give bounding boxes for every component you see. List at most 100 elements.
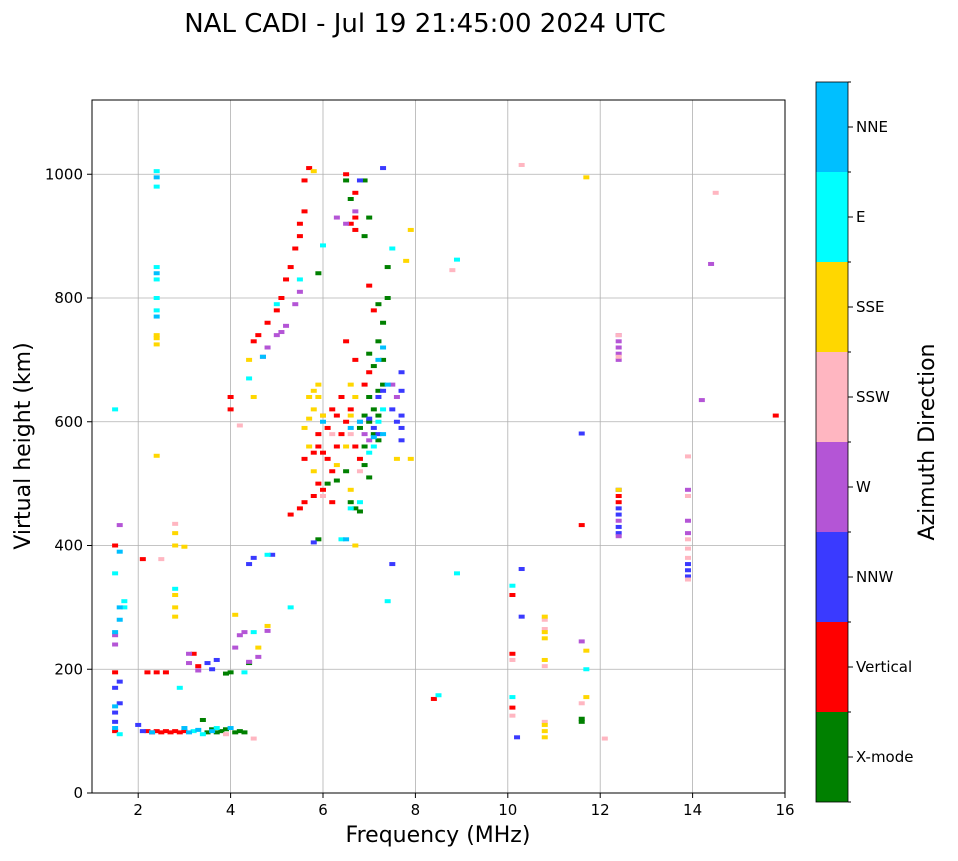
data-point: [375, 357, 382, 362]
data-point: [255, 333, 262, 338]
data-point: [176, 685, 183, 690]
data-point: [306, 444, 313, 449]
data-point: [370, 444, 377, 449]
data-point: [278, 296, 285, 300]
data-point: [320, 243, 326, 248]
data-point: [204, 730, 211, 735]
data-point: [509, 695, 516, 700]
data-point: [250, 555, 257, 560]
data-point: [116, 605, 123, 610]
data-point: [347, 382, 354, 387]
data-point: [356, 178, 363, 183]
data-point: [347, 506, 354, 511]
data-point: [190, 729, 197, 734]
data-point: [583, 695, 590, 700]
data-point: [329, 432, 336, 437]
data-point: [615, 512, 622, 517]
data-point: [222, 727, 229, 732]
data-point: [324, 481, 331, 486]
data-point: [361, 234, 368, 239]
data-point: [347, 487, 354, 492]
data-point: [615, 506, 622, 511]
data-point: [615, 494, 622, 498]
data-point: [684, 577, 691, 582]
data-point: [310, 450, 317, 455]
data-point: [116, 701, 123, 706]
colorbar-frame: [815, 81, 849, 803]
data-point: [315, 382, 322, 387]
data-point: [375, 395, 382, 399]
data-point: [398, 438, 405, 443]
data-point: [407, 227, 414, 232]
data-point: [320, 487, 326, 492]
data-point: [684, 574, 691, 579]
colorbar-swatch: [816, 82, 848, 172]
data-point: [172, 614, 179, 619]
colorbar-swatch: [816, 172, 848, 262]
data-point: [370, 435, 377, 440]
data-point: [199, 732, 206, 737]
data-point: [615, 354, 622, 359]
data-point: [292, 302, 299, 307]
data-point: [398, 413, 405, 418]
data-point: [518, 162, 525, 167]
data-point: [343, 444, 350, 449]
data-point: [356, 419, 363, 424]
colorbar-swatch: [816, 622, 848, 712]
y-axis-label: Virtual height (km): [11, 342, 36, 549]
colorbar-tick-label: NNE: [856, 118, 888, 136]
data-point: [283, 323, 290, 328]
data-point: [264, 552, 271, 557]
series-ssw: [158, 162, 719, 741]
data-point: [116, 549, 123, 554]
data-point: [398, 388, 405, 393]
data-point: [601, 736, 608, 741]
data-point: [698, 398, 705, 403]
data-point: [352, 215, 359, 220]
y-axis-ticks: 0 200 400 600 800 1000: [45, 165, 92, 802]
data-point: [518, 614, 525, 619]
data-point: [186, 651, 193, 656]
data-point: [310, 494, 317, 498]
data-point: [329, 500, 336, 505]
plot-background: [92, 100, 785, 793]
data-point: [236, 423, 243, 428]
data-point: [384, 382, 391, 387]
data-point: [435, 693, 442, 698]
data-point: [287, 265, 294, 270]
data-point: [380, 382, 387, 387]
data-point: [112, 630, 119, 635]
data-point: [393, 395, 400, 399]
data-point: [320, 413, 326, 418]
data-point: [347, 221, 354, 226]
data-point: [250, 736, 257, 741]
colorbar-tick-label: SSW: [856, 388, 890, 406]
data-point: [153, 184, 160, 189]
data-point: [352, 190, 359, 195]
chart-title: NAL CADI - Jul 19 21:45:00 2024 UTC: [184, 9, 666, 39]
data-point: [615, 500, 622, 505]
data-point: [518, 567, 525, 572]
data-point: [241, 670, 248, 675]
data-point: [310, 407, 317, 412]
data-point: [338, 432, 345, 437]
data-point: [352, 543, 359, 548]
data-point: [246, 562, 253, 567]
data-point: [112, 571, 119, 576]
data-point: [153, 271, 160, 276]
data-point: [384, 265, 391, 270]
data-point: [343, 178, 350, 183]
data-point: [352, 444, 359, 449]
data-point: [375, 432, 382, 437]
data-point: [541, 630, 548, 635]
data-point: [112, 726, 119, 731]
data-point: [343, 339, 350, 344]
data-point: [356, 509, 363, 514]
data-point: [296, 221, 303, 226]
data-point: [398, 370, 405, 375]
data-point: [301, 425, 308, 430]
data-point: [541, 735, 548, 740]
data-point: [153, 296, 160, 300]
data-point: [310, 169, 317, 174]
